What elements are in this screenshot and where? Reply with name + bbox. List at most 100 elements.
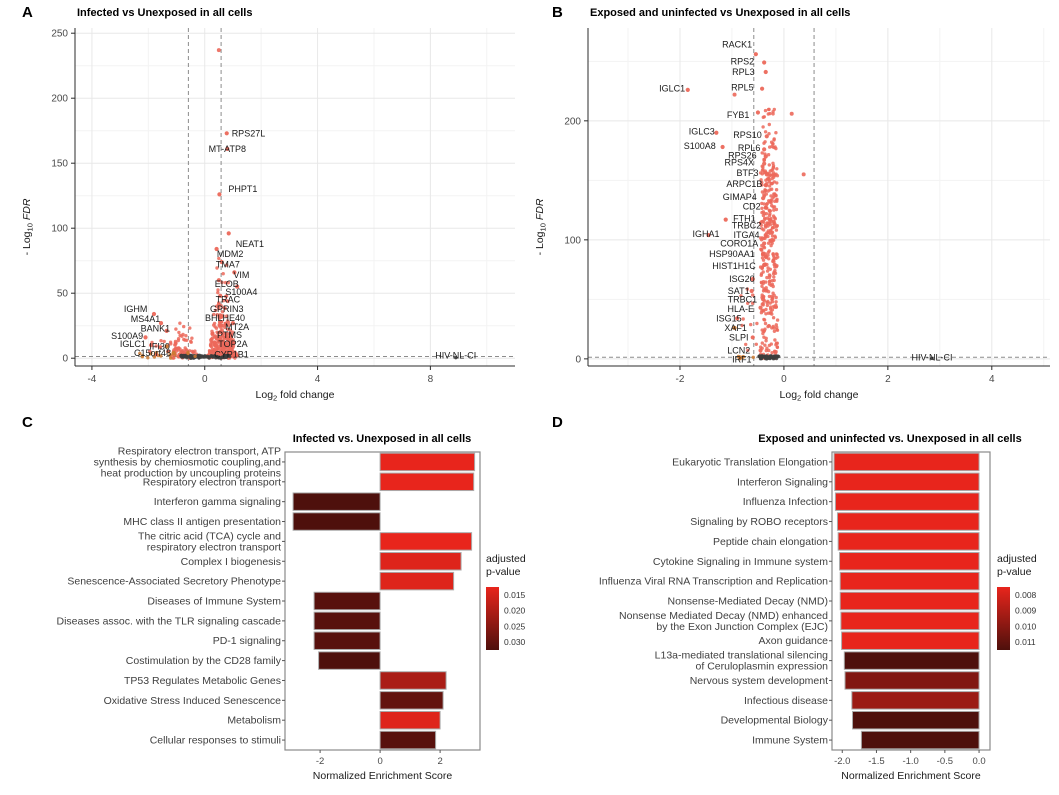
bar-row-13 — [379, 710, 441, 730]
gene-label-neat1: NEAT1 — [236, 239, 264, 249]
category-label-8: Nonsense Mediated Decay (NMD) enhanced by… — [619, 610, 828, 633]
gene-label-hiv-nl-ci: HIV-NL-CI — [912, 352, 953, 362]
gene-label-rps26: RPS26 — [728, 150, 757, 160]
legend-title: adjusted p-value — [486, 553, 526, 578]
category-label-2: Interferon gamma signaling — [154, 496, 281, 508]
svg-text:Log2 fold change: Log2 fold change — [780, 389, 859, 403]
svg-text:0: 0 — [781, 374, 787, 385]
bars — [833, 452, 980, 750]
category-label-12: Oxidative Stress Induced Senescence — [104, 695, 282, 707]
plot-title: Exposed and uninfected vs Unexposed in a… — [590, 7, 850, 19]
volcano-plot-infected: RPS27LMT-ATP8PHPT1NEAT1MDM2TMA7VIMELOBS1… — [21, 7, 515, 403]
svg-text:8: 8 — [428, 374, 434, 385]
gene-label-mt2a: MT2A — [225, 322, 249, 332]
gene-label-isg20: ISG20 — [729, 274, 755, 284]
gene-labels: RPS27LMT-ATP8PHPT1NEAT1MDM2TMA7VIMELOBS1… — [111, 128, 476, 360]
category-label-9: PD-1 signaling — [213, 635, 281, 647]
svg-text:Exposed and uninfected vs Unex: Exposed and uninfected vs Unexposed in a… — [590, 7, 850, 19]
svg-text:250: 250 — [51, 29, 68, 40]
svg-text:Normalized Enrichment Score: Normalized Enrichment Score — [313, 770, 453, 782]
svg-text:200: 200 — [564, 116, 581, 127]
category-label-13: Developmental Biology — [721, 715, 829, 727]
svg-text:0.009: 0.009 — [1015, 606, 1037, 616]
svg-text:Exposed and uninfected vs. Une: Exposed and uninfected vs. Unexposed in … — [758, 433, 1021, 445]
gene-label-mt-atp8: MT-ATP8 — [209, 144, 246, 154]
gene-label-s100a4: S100A4 — [225, 287, 257, 297]
gene-label-igha1: IGHA1 — [692, 229, 719, 239]
category-label-0: Eukaryotic Translation Elongation — [672, 456, 828, 468]
gene-label-trbc1: TRBC1 — [728, 294, 758, 304]
svg-text:0: 0 — [575, 354, 581, 365]
bar-row-2 — [834, 492, 980, 511]
svg-text:- Log10 FDR: - Log10 FDR — [534, 198, 548, 255]
svg-text:Normalized Enrichment Score: Normalized Enrichment Score — [841, 770, 981, 782]
gene-label-iglc3: IGLC3 — [689, 127, 715, 137]
category-label-1: Respiratory electron transport — [143, 476, 281, 488]
gene-label-top2a: TOP2A — [218, 339, 247, 349]
gene-label-gimap4: GIMAP4 — [723, 192, 757, 202]
category-label-8: Diseases assoc. with the TLR signaling c… — [56, 615, 281, 627]
bar-row-12 — [851, 691, 980, 710]
gene-label-ifi30: IFI30 — [149, 342, 170, 352]
gene-label-rpl6: RPL6 — [738, 143, 761, 153]
gene-label-fyb1: FYB1 — [727, 110, 750, 120]
bar-row-7 — [839, 591, 980, 611]
bar-row-13 — [852, 710, 980, 730]
gsea-bars-exposed: Exposed and uninfected vs. Unexposed in … — [599, 433, 1037, 782]
gene-label-hla-e: HLA-E — [728, 304, 755, 314]
bar-row-12 — [379, 691, 444, 710]
svg-text:100: 100 — [51, 224, 68, 235]
svg-text:200: 200 — [51, 94, 68, 105]
bar-row-5 — [839, 552, 980, 571]
bars — [292, 452, 476, 750]
category-label-11: TP53 Regulates Metabolic Genes — [124, 675, 281, 687]
category-label-5: Cytokine Signaling in Immune system — [653, 556, 828, 568]
gene-label-gprin3: GPRIN3 — [210, 304, 244, 314]
gene-label-hsp90aa1: HSP90AA1 — [709, 249, 755, 259]
svg-text:-1.0: -1.0 — [902, 756, 918, 767]
svg-text:Log2 fold change: Log2 fold change — [256, 389, 335, 403]
bar-row-8 — [313, 611, 381, 631]
gene-label-irf1: IRF1 — [732, 354, 752, 364]
bar-row-1 — [834, 472, 980, 492]
gene-label-iglc1: IGLC1 — [120, 339, 146, 349]
gene-label-rps10: RPS10 — [733, 130, 762, 140]
category-label-3: MHC class II antigen presentation — [123, 516, 281, 528]
bar-row-6 — [839, 571, 980, 591]
bar-row-1 — [379, 472, 475, 492]
category-label-3: Signaling by ROBO receptors — [690, 516, 828, 528]
x-axis-title: Normalized Enrichment Score — [841, 770, 981, 782]
bar-row-9 — [313, 631, 381, 650]
bar-row-4 — [837, 532, 980, 551]
category-label-2: Influenza Infection — [743, 496, 828, 508]
bar-row-0 — [379, 452, 476, 472]
category-label-6: Influenza Viral RNA Transcription and Re… — [599, 576, 828, 588]
svg-text:0.015: 0.015 — [504, 590, 526, 600]
gene-label-rps27l: RPS27L — [232, 128, 266, 138]
legend-gradient — [997, 587, 1010, 650]
gsea-bars-infected: Infected vs. Unexposed in all cells Respi… — [56, 433, 526, 782]
gene-label-rps4x: RPS4X — [724, 157, 754, 167]
gene-label-tma7: TMA7 — [216, 260, 240, 270]
gene-label-iglc1: IGLC1 — [659, 84, 685, 94]
panel-b-tag: B — [552, 4, 563, 21]
category-label-14: Immune System — [752, 735, 828, 747]
gene-label-elob: ELOB — [215, 279, 239, 289]
category-label-7: Diseases of Immune System — [147, 596, 281, 608]
svg-text:150: 150 — [51, 159, 68, 170]
axes: -4 0 4 8 0 50 100 150 200 250 — [51, 28, 515, 385]
bar-row-7 — [313, 591, 381, 611]
svg-text:-2.0: -2.0 — [834, 756, 850, 767]
bar-row-6 — [379, 571, 455, 591]
bar-row-14 — [379, 730, 437, 750]
bar-row-10 — [318, 651, 381, 670]
gene-label-xaf1: XAF1 — [724, 323, 747, 333]
axis-titles: Log2 fold change - Log10 FDR — [21, 198, 335, 402]
legend-title: adjusted p-value — [997, 553, 1037, 578]
gene-label-rps2: RPS2 — [731, 56, 755, 66]
legend: adjusted p-value 0.015 0.020 0.025 0.030 — [486, 553, 526, 650]
bar-row-10 — [843, 651, 980, 670]
plot-title: Infected vs Unexposed in all cells — [77, 7, 252, 19]
gene-label-phpt1: PHPT1 — [228, 184, 257, 194]
